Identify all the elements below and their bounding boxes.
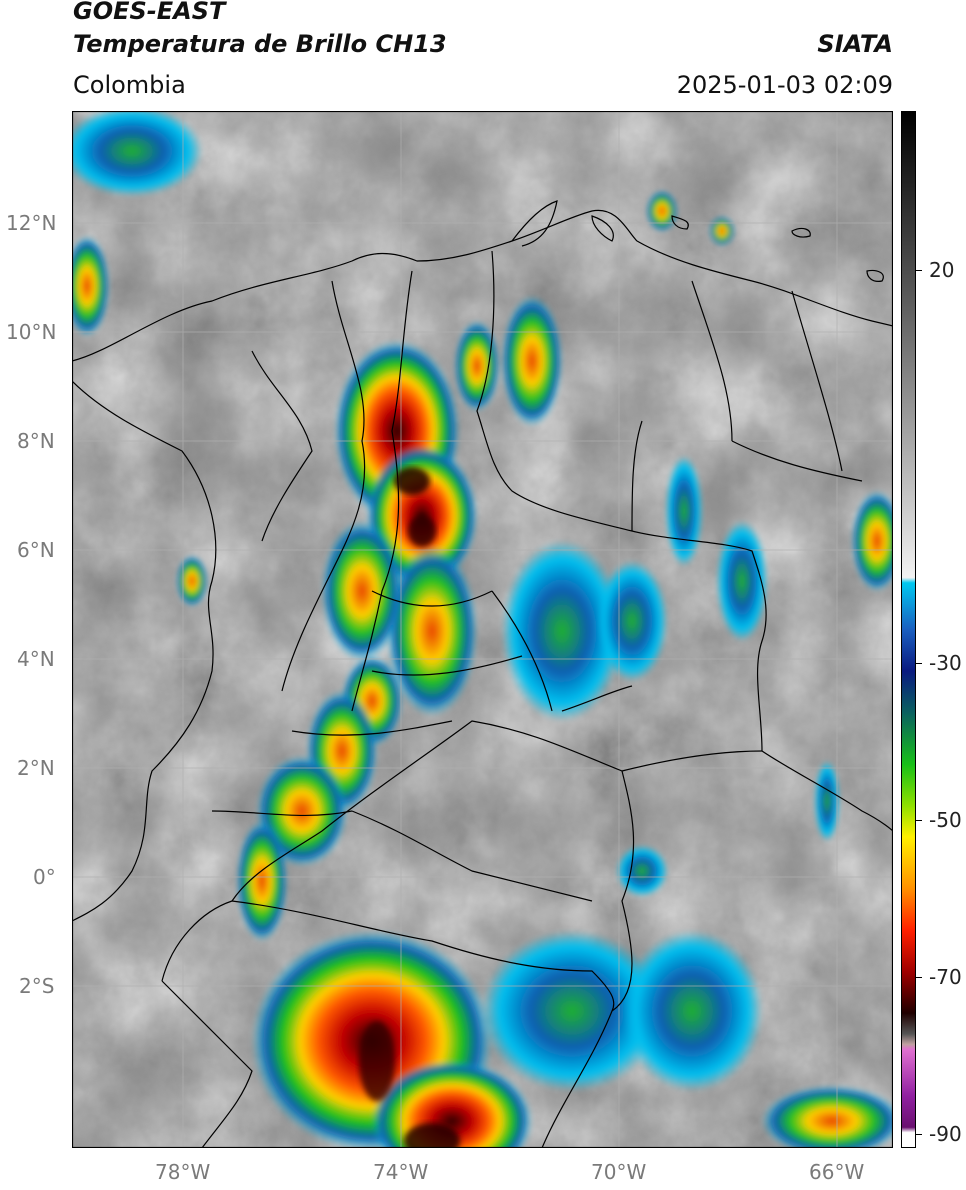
product-title: Temperatura de Brillo CH13 (73, 30, 447, 58)
cbar-label-neg90: -90 (929, 1122, 962, 1146)
region-label: Colombia (73, 71, 186, 99)
lon-label-78w: 78°W (155, 1160, 211, 1184)
lon-label-74w: 74°W (373, 1160, 429, 1184)
cbar-label-20: 20 (929, 258, 955, 282)
cbar-label-neg70: -70 (929, 965, 962, 989)
map-frame (72, 111, 893, 1148)
lat-label-8n: 8°N (17, 429, 55, 453)
borders (72, 200, 893, 1148)
cbar-tick (916, 663, 922, 664)
cbar-label-neg50: -50 (929, 808, 962, 832)
lat-label-4n: 4°N (17, 647, 55, 671)
storm-core-south (359, 1021, 395, 1101)
storm-core-north (394, 467, 430, 495)
cbar-tick (916, 820, 922, 821)
agency-label: SIATA (817, 30, 893, 58)
lat-label-0: 0° (33, 865, 56, 889)
satellite-map (72, 111, 893, 1148)
lat-label-2s: 2°S (19, 974, 55, 998)
lat-label-10n: 10°N (6, 320, 57, 344)
cbar-label-neg30: -30 (929, 651, 962, 675)
lon-label-70w: 70°W (591, 1160, 647, 1184)
cloud-texture (72, 111, 893, 1148)
satellite-title: GOES-EAST (73, 0, 226, 25)
colorbar (901, 111, 916, 1148)
cbar-tick (916, 1134, 922, 1135)
lat-label-2n: 2°N (17, 756, 55, 780)
lat-label-12n: 12°N (6, 211, 57, 235)
graticule (72, 111, 893, 1148)
lat-label-6n: 6°N (17, 538, 55, 562)
storm-core-far-south (404, 1123, 460, 1148)
datetime-label: 2025-01-03 02:09 (676, 71, 893, 99)
cbar-tick (916, 977, 922, 978)
cbar-tick (916, 270, 922, 271)
lon-label-66w: 66°W (809, 1160, 865, 1184)
storm-core-central (408, 515, 436, 547)
